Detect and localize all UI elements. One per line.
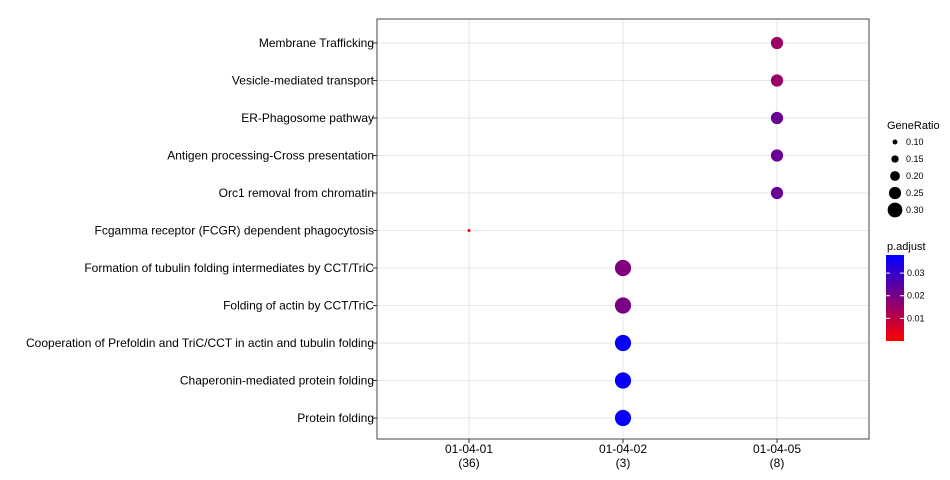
- data-point: [614, 297, 632, 314]
- colorbar-label: 0.01: [907, 313, 925, 323]
- legend-padjust-title: p.adjust: [887, 241, 926, 253]
- x-tick-label: 01-04-05: [753, 442, 801, 456]
- y-tick-label: Vesicle-mediated transport: [232, 74, 375, 88]
- legend-size-key: [888, 186, 902, 200]
- legend-size-label: 0.25: [906, 188, 924, 198]
- x-tick-label: 01-04-01: [445, 442, 493, 456]
- x-tick-count: (36): [458, 456, 479, 470]
- grid-lines: [377, 19, 869, 439]
- legend-size-label: 0.30: [906, 205, 924, 215]
- data-point: [614, 409, 632, 427]
- legend-size-label: 0.20: [906, 171, 924, 181]
- data-point: [770, 74, 784, 87]
- legend-size-label: 0.15: [906, 154, 924, 164]
- colorbar-label: 0.03: [907, 268, 925, 278]
- data-points: [467, 36, 784, 427]
- data-point: [614, 259, 632, 277]
- legend-generatio: GeneRatio 0.10 0.15 0.20 0.25 0.30: [887, 120, 940, 218]
- legend-size-key: [892, 139, 898, 145]
- y-tick-label: Fcgamma receptor (FCGR) dependent phagoc…: [95, 224, 374, 238]
- legend-size-key: [890, 171, 900, 181]
- x-tick-count: (3): [616, 456, 631, 470]
- y-tick-label: Membrane Trafficking: [259, 36, 374, 50]
- data-point: [770, 149, 784, 162]
- colorbar-label: 0.02: [907, 291, 925, 301]
- data-point: [770, 36, 784, 50]
- x-tick-count: (8): [770, 456, 785, 470]
- data-point: [770, 111, 784, 125]
- data-point: [614, 372, 632, 389]
- y-tick-label: Orc1 removal from chromatin: [219, 186, 374, 200]
- y-tick-label: Formation of tubulin folding intermediat…: [84, 261, 374, 275]
- y-tick-label: Antigen processing-Cross presentation: [167, 149, 374, 163]
- x-axis: 01-04-01(36) 01-04-02(3) 01-04-05(8): [445, 439, 801, 470]
- legend-size-key: [887, 202, 903, 218]
- legend-padjust: p.adjust 0.03 0.02 0.01: [886, 241, 926, 341]
- legend-generatio-title: GeneRatio: [887, 120, 940, 132]
- x-tick-label: 01-04-02: [599, 442, 647, 456]
- y-tick-label: Cooperation of Prefoldin and TriC/CCT in…: [26, 336, 374, 350]
- y-tick-label: Protein folding: [297, 411, 374, 425]
- data-point: [614, 334, 632, 352]
- data-point: [467, 229, 471, 232]
- legend-size-label: 0.10: [906, 137, 924, 147]
- y-tick-label: Folding of actin by CCT/TriC: [223, 299, 374, 313]
- data-point: [770, 186, 784, 200]
- colorbar: [886, 255, 904, 341]
- y-axis: Membrane Trafficking Vesicle-mediated tra…: [26, 36, 377, 425]
- legend-size-key: [891, 155, 899, 163]
- y-tick-label: Chaperonin-mediated protein folding: [180, 374, 374, 388]
- y-tick-label: ER-Phagosome pathway: [241, 111, 374, 125]
